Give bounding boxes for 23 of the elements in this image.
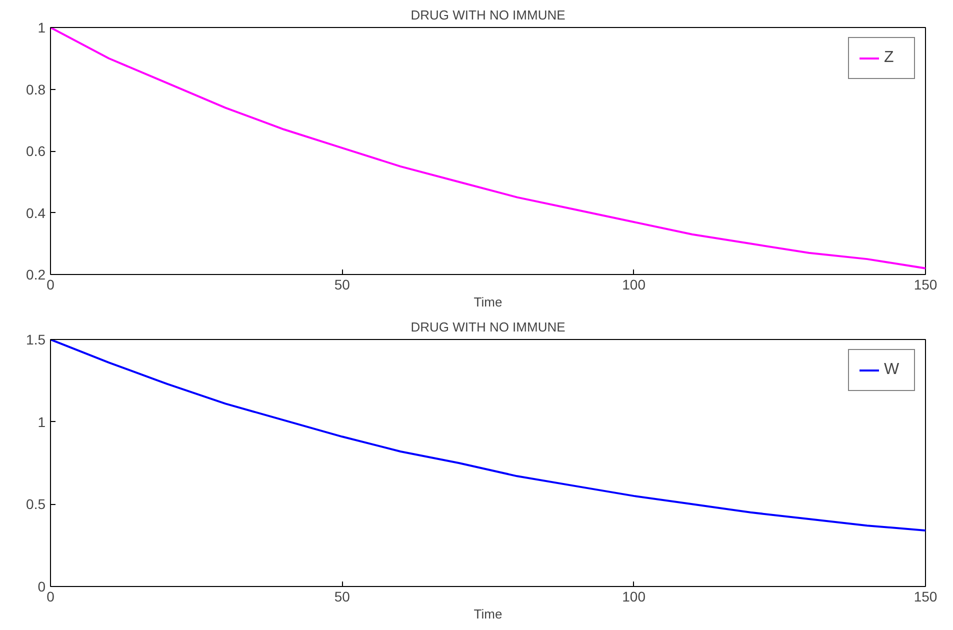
chart-title: DRUG WITH NO IMMUNE	[410, 8, 566, 22]
y-tick-label: 1	[38, 20, 46, 36]
y-tick-label: 0.8	[26, 81, 46, 98]
y-tick-label: 0.5	[26, 496, 46, 512]
line-series	[50, 340, 926, 532]
y-tick-label: 0	[38, 578, 46, 594]
x-axis-title: Time	[474, 294, 502, 310]
legend-label: W	[884, 361, 900, 379]
y-tick-label: 1.5	[26, 332, 46, 348]
x-tick-label: 100	[622, 588, 646, 604]
x-tick-label: 100	[622, 276, 646, 292]
y-tick-label: 0.2	[26, 266, 46, 282]
legend-label: Z	[884, 49, 895, 67]
y-tick-label: 1	[38, 414, 46, 430]
x-tick-label: 150	[914, 276, 938, 292]
x-tick-label: 150	[914, 588, 938, 604]
x-axis-title: Time	[474, 606, 502, 622]
x-tick-label: 50	[334, 276, 350, 292]
x-tick-label: 50	[334, 588, 350, 604]
y-tick-label: 0.4	[26, 204, 46, 221]
chart-title: DRUG WITH NO IMMUNE	[410, 320, 566, 334]
line-series	[50, 28, 926, 270]
y-tick-label: 0.6	[26, 143, 46, 159]
